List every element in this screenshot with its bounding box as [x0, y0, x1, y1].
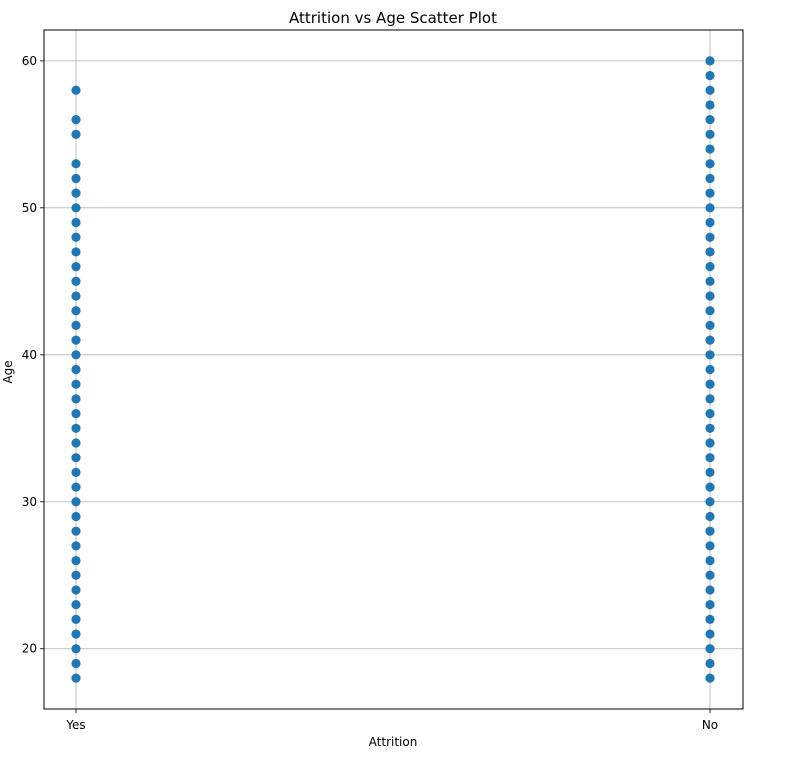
data-point [705, 658, 715, 669]
data-point [71, 526, 81, 536]
data-point [705, 570, 715, 580]
data-point [71, 379, 81, 389]
data-point [71, 614, 81, 624]
data-point [71, 673, 81, 683]
data-point [71, 159, 81, 169]
y-tick-label: 50 [22, 201, 37, 215]
y-axis-ticks: 20 30 40 50 60 [22, 54, 44, 656]
data-point [705, 232, 715, 242]
data-point [71, 203, 81, 213]
y-tick-label: 60 [22, 54, 37, 68]
data-point [71, 497, 81, 507]
data-point [705, 217, 715, 228]
data-point [705, 350, 715, 360]
data-point [71, 629, 81, 639]
data-point [71, 600, 81, 610]
data-point [705, 276, 715, 286]
x-tick-label: No [702, 718, 718, 732]
data-point [705, 482, 715, 492]
y-tick-label: 40 [22, 348, 37, 362]
chart-title: Attrition vs Age Scatter Plot [289, 9, 497, 27]
x-axis-label: Attrition [369, 735, 418, 749]
y-axis-label: Age [1, 360, 15, 383]
data-point [705, 129, 715, 139]
data-point [71, 394, 81, 404]
data-point [71, 217, 81, 228]
data-point [705, 541, 715, 551]
data-point [71, 129, 81, 139]
data-point [705, 159, 715, 169]
data-point [705, 56, 715, 66]
data-point [705, 262, 715, 272]
data-point [71, 408, 81, 419]
data-point [71, 173, 81, 184]
data-point [71, 320, 81, 331]
data-point [71, 423, 81, 433]
data-point [71, 658, 81, 669]
data-point [705, 644, 715, 654]
data-point [71, 467, 81, 477]
data-point [71, 335, 81, 345]
data-point [71, 644, 81, 654]
data-point [705, 526, 715, 536]
data-point [705, 555, 715, 566]
data-point [705, 614, 715, 624]
data-point [71, 115, 81, 125]
data-point [71, 188, 81, 198]
data-point [705, 100, 715, 110]
data-point [705, 364, 715, 375]
data-point [705, 453, 715, 463]
data-point [705, 379, 715, 389]
data-point [705, 70, 715, 81]
data-points [71, 56, 715, 683]
data-point [705, 320, 715, 331]
gridlines [44, 30, 743, 709]
data-point [705, 497, 715, 507]
data-point [705, 144, 715, 154]
data-point [71, 555, 81, 566]
data-point [71, 541, 81, 551]
data-point [705, 115, 715, 125]
data-point [71, 291, 81, 301]
data-point [71, 232, 81, 242]
x-tick-label: Yes [65, 718, 85, 732]
data-point [705, 306, 715, 316]
data-point [71, 276, 81, 286]
data-point [705, 673, 715, 683]
data-point [71, 364, 81, 375]
data-point [705, 203, 715, 213]
data-point [71, 262, 81, 272]
data-point [705, 629, 715, 639]
data-point [705, 335, 715, 345]
plot-frame [43, 29, 744, 710]
data-point [71, 511, 81, 522]
data-point [71, 453, 81, 463]
data-point [71, 438, 81, 448]
data-point [705, 394, 715, 404]
data-point [705, 423, 715, 433]
data-point [71, 306, 81, 316]
data-point [705, 188, 715, 198]
data-point [705, 467, 715, 477]
data-point [705, 85, 715, 95]
data-point [705, 247, 715, 257]
y-tick-label: 30 [22, 495, 37, 509]
data-point [705, 173, 715, 184]
data-point [71, 350, 81, 360]
data-point [705, 585, 715, 595]
data-point [705, 408, 715, 419]
data-point [71, 482, 81, 492]
x-axis-ticks: Yes No [65, 709, 718, 732]
data-point [705, 291, 715, 301]
data-point [705, 600, 715, 610]
data-point [71, 247, 81, 257]
data-point [71, 585, 81, 595]
data-point [71, 570, 81, 580]
data-point [71, 85, 81, 95]
data-point [705, 438, 715, 448]
y-tick-label: 20 [22, 642, 37, 656]
data-point [705, 511, 715, 522]
